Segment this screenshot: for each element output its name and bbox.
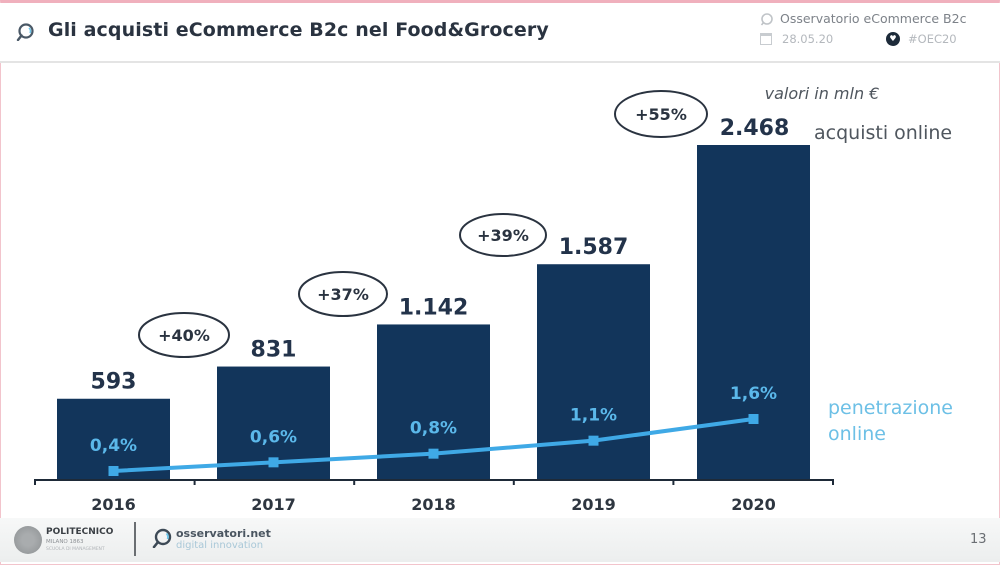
penetration-marker-2019 (588, 435, 599, 446)
bar-value-label: 1.142 (399, 295, 469, 320)
penetration-marker-2016 (108, 466, 119, 476)
calendar-icon (760, 33, 772, 45)
bar-value-label: 2.468 (720, 116, 790, 141)
growth-label: +37% (317, 285, 369, 304)
x-tick-label: 2019 (571, 495, 616, 514)
bar-value-label: 593 (91, 370, 137, 395)
hashtag-label: #OEC20 (908, 32, 957, 46)
bar-2016 (57, 398, 170, 479)
penetration-label: 0,8% (410, 419, 457, 439)
bar-value-label: 1.587 (559, 235, 629, 260)
penetration-label: 0,6% (250, 427, 297, 447)
legend-online: online (828, 423, 886, 445)
slide-footer: POLITECNICO MILANO 1863 SCUOLA DI MANAGE… (0, 518, 1000, 562)
growth-label: +55% (635, 105, 687, 124)
penetration-marker-2020 (748, 414, 759, 424)
date-label: 28.05.20 (782, 32, 834, 46)
speech-bubble-icon (760, 13, 773, 26)
osservatori-logo-icon (152, 528, 172, 548)
politecnico-sub: MILANO 1863 (46, 539, 84, 545)
osservatori-logo-sub: digital innovation (176, 540, 264, 551)
x-tick-label: 2017 (251, 495, 296, 514)
page-number: 13 (970, 532, 987, 547)
magnifier-logo-icon (16, 23, 34, 41)
growth-ellipse (614, 90, 708, 138)
bar-2020 (697, 145, 810, 479)
penetration-label: 0,4% (90, 436, 137, 456)
penetration-line-group (108, 414, 759, 476)
unit-note: valori in mln € (765, 84, 880, 103)
x-tick-label: 2020 (731, 495, 776, 514)
penetration-label: 1,6% (730, 384, 777, 404)
growth-ellipse (459, 213, 547, 257)
twitter-icon: ♥ (886, 32, 900, 46)
page-title: Gli acquisti eCommerce B2c nel Food&Groc… (48, 19, 549, 41)
growth-label: +40% (158, 326, 210, 345)
bar-2019 (537, 264, 650, 479)
x-tick-label: 2016 (91, 495, 136, 514)
politecnico-seal-logo (14, 526, 42, 554)
politecnico-school: SCUOLA DI MANAGEMENT (46, 547, 105, 552)
penetration-marker-2017 (268, 457, 279, 468)
penetration-label: 1,1% (570, 406, 617, 426)
footer-divider (134, 522, 136, 556)
growth-ellipse (298, 271, 388, 317)
growth-label: +39% (477, 226, 529, 245)
penetration-marker-2018 (428, 448, 439, 459)
bar-value-label: 831 (251, 338, 297, 363)
labels-group: 593 2016 0,4% 831 2017 0,6% 1.142 2018 0,8% 1.587… (90, 90, 790, 514)
legend-penetrazione: penetrazione (828, 397, 953, 419)
x-tick-label: 2018 (411, 495, 456, 514)
politecnico-name: POLITECNICO (46, 527, 114, 537)
slide-header: Gli acquisti eCommerce B2c nel Food&Groc… (0, 3, 1000, 63)
osservatori-logo-name: osservatori.net (176, 527, 271, 540)
bar-line-chart: 593 2016 0,4% 831 2017 0,6% 1.142 2018 0,8% 1.587… (34, 84, 953, 514)
growth-ellipse (138, 312, 230, 358)
source-label: Osservatorio eCommerce B2c (780, 11, 967, 26)
legend-acquisti-online: acquisti online (814, 122, 952, 144)
x-axis (34, 479, 834, 485)
